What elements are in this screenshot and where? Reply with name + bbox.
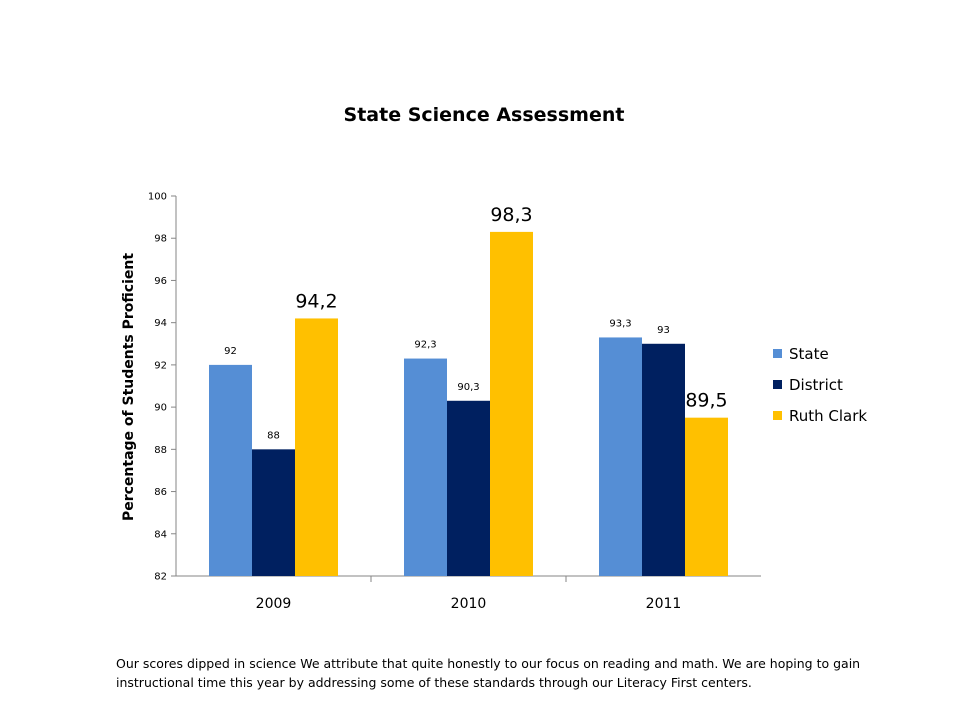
data-label: 90,3 xyxy=(457,382,479,393)
legend-swatch xyxy=(773,411,782,420)
bar xyxy=(685,417,728,576)
y-tick-label: 94 xyxy=(154,318,167,329)
y-tick-label: 88 xyxy=(154,445,167,456)
data-label: 92,3 xyxy=(414,340,436,351)
legend-label: District xyxy=(789,376,843,394)
data-label: 92 xyxy=(224,346,237,357)
data-label: 88 xyxy=(267,430,280,441)
legend: State District Ruth Clark xyxy=(773,345,867,425)
caption: Our scores dipped in science We attribut… xyxy=(116,656,861,690)
chart-title: State Science Assessment xyxy=(344,104,625,126)
data-label: 98,3 xyxy=(490,204,532,226)
y-tick-label: 96 xyxy=(154,276,167,287)
y-tick-label: 86 xyxy=(154,487,167,498)
plot-area: 82 84 86 88 90 92 94 96 98 100 2009 2010 2011 92 92,3 9… xyxy=(148,192,761,612)
legend-label: State xyxy=(789,345,829,363)
data-label: 89,5 xyxy=(685,390,727,412)
x-tick-label: 2010 xyxy=(451,596,487,612)
bar xyxy=(295,318,338,576)
bar xyxy=(642,343,685,576)
y-tick-label: 92 xyxy=(154,360,167,371)
legend-swatch xyxy=(773,380,782,389)
y-tick-label: 84 xyxy=(154,529,167,540)
bar xyxy=(209,364,252,576)
bar xyxy=(490,231,533,576)
bar xyxy=(252,449,295,576)
y-tick-label: 90 xyxy=(154,403,167,414)
bar xyxy=(599,337,642,576)
y-tick-label: 100 xyxy=(148,192,167,203)
legend-swatch xyxy=(773,349,782,358)
x-tick-label: 2009 xyxy=(256,596,292,612)
data-label: 94,2 xyxy=(295,290,337,312)
bar xyxy=(447,400,490,576)
legend-label: Ruth Clark xyxy=(789,407,867,425)
y-tick-label: 82 xyxy=(154,572,167,583)
data-label: 93,3 xyxy=(609,318,631,329)
y-axis-label: Percentage of Students Proficient xyxy=(121,253,137,521)
x-tick-label: 2011 xyxy=(646,596,682,612)
y-tick-label: 98 xyxy=(154,234,167,245)
data-label: 93 xyxy=(657,325,670,336)
bar xyxy=(404,358,447,576)
